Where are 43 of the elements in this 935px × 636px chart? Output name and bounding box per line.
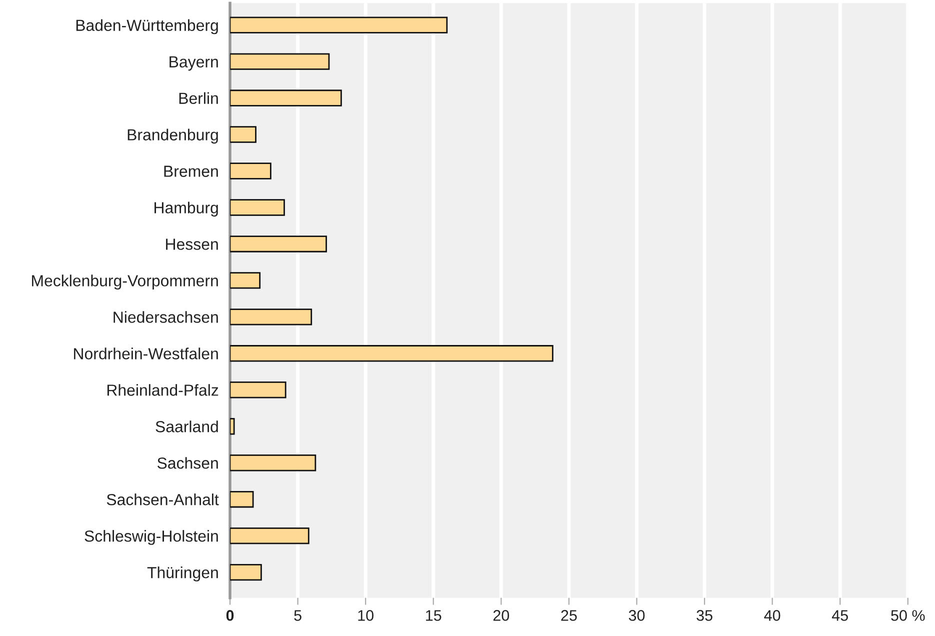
x-tick-label: 5 [294,610,302,621]
x-tick-label: 40 [764,610,780,621]
y-tick-label: Niedersachsen [114,311,218,323]
bar [230,162,272,180]
bar [230,16,448,34]
bar [230,418,235,435]
y-tick-label: Nordrhein-Westfalen [74,348,218,360]
y-tick-label: Rheinland-Pfalz [107,384,218,396]
y-tick-label: Hamburg [154,202,218,217]
bar [230,90,342,106]
y-tick-label: Schleswig-Holstein [84,530,218,545]
x-tick-label: 10 [358,610,374,621]
y-tick-label: Berlin [179,92,218,104]
bar [230,199,285,216]
bar [230,345,554,362]
x-tick-label: 15 [426,610,442,621]
bar [230,126,256,143]
bar [230,308,312,326]
x-tick-label: 35 [696,610,712,621]
y-tick-label: Brandenburg [128,128,218,144]
x-tick-label: 45 [832,610,848,621]
x-tick-label: 0 [226,610,234,621]
y-tick-label: Mecklenburg-Vorpommern [32,274,218,290]
bar [230,272,261,289]
y-tick-label: Hessen [166,238,218,250]
y-tick-label: Thüringen [147,566,218,582]
bar [230,236,327,252]
y-tick-label: Sachsen-Anhalt [106,494,219,506]
bar [230,527,310,544]
y-tick-label: Saarland [156,420,218,432]
bar [230,454,316,472]
bar [230,490,254,508]
y-tick-label: Baden-Württemberg [76,19,218,34]
bar [230,564,262,581]
x-tick-label: 50 % [891,610,925,621]
x-tick-label: 30 [628,610,645,621]
y-tick-label: Bayern [170,56,218,71]
y-tick-label: Sachsen [157,457,218,469]
y-tick-label: Bremen [164,166,218,177]
x-tick-label: 20 [493,610,510,621]
x-tick-label: 25 [561,610,577,621]
bar [230,382,286,398]
bar [230,53,330,70]
